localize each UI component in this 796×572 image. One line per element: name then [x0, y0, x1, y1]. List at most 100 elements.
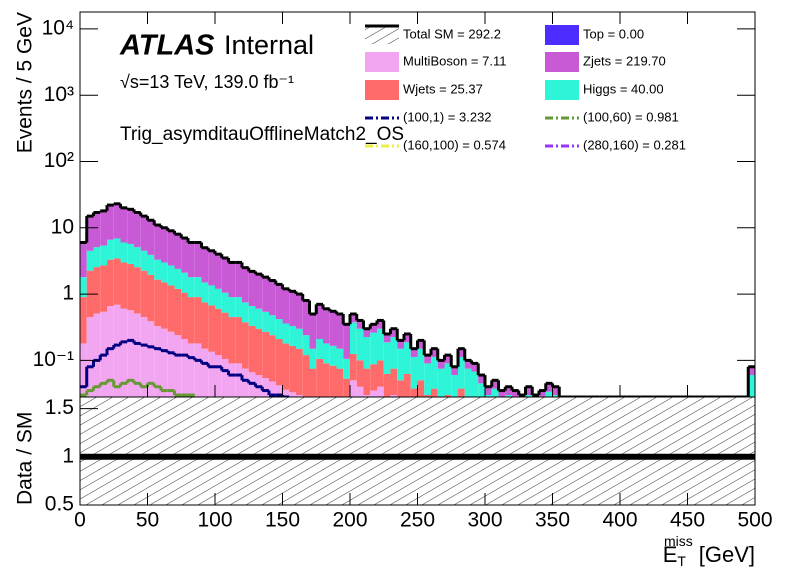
stack-bar	[188, 297, 195, 344]
stack-bar	[437, 360, 445, 369]
stack-bar	[181, 238, 188, 273]
stack-bar	[221, 292, 229, 313]
stack-bar	[154, 279, 161, 326]
stack-bar	[444, 395, 452, 397]
stack-bar	[242, 322, 249, 369]
stack-bar	[350, 380, 357, 397]
stack-bar	[107, 259, 114, 307]
stack-bar	[390, 368, 398, 396]
y-tick-label: 1	[62, 282, 74, 305]
stack-bar	[167, 331, 175, 397]
y-tick-label: 10³	[44, 83, 74, 106]
stack-bar	[302, 355, 310, 397]
stack-bar	[458, 356, 465, 389]
ratio-tick-label: 1	[62, 444, 74, 467]
stack-bar	[356, 328, 364, 361]
status-label: Internal	[224, 30, 314, 60]
stack-bar	[525, 386, 533, 396]
stack-bar	[552, 386, 560, 396]
y-tick-label: 10²	[44, 149, 74, 172]
stack-bar	[215, 288, 222, 309]
x-label-sub: T	[677, 553, 686, 569]
stack-bar	[167, 285, 175, 332]
stack-bar	[410, 388, 418, 397]
legend-label: Higgs = 40.00	[583, 81, 664, 96]
stack-bar	[748, 375, 755, 397]
legend-label: Total SM = 292.2	[403, 26, 501, 41]
stack-bar	[282, 343, 290, 390]
stack-bar	[134, 267, 141, 314]
stack-bar	[93, 313, 101, 397]
stack-bar	[471, 363, 479, 372]
stack-bar	[113, 238, 121, 259]
stack-bar	[208, 285, 215, 306]
x-label-sup: miss	[664, 533, 693, 549]
stack-bar	[424, 395, 431, 397]
stack-bar	[154, 259, 161, 280]
x-label-base: E	[663, 542, 678, 567]
stack-bar	[174, 234, 182, 269]
stack-bar	[167, 230, 175, 266]
stack-bar	[289, 392, 296, 397]
y-axis-label: Events / 5 GeV	[14, 12, 37, 153]
stack-bar	[343, 358, 350, 379]
stack-bar	[505, 386, 512, 396]
stack-bar	[282, 323, 290, 344]
x-tick-label: 0	[74, 509, 86, 532]
stack-bar	[80, 343, 87, 397]
stack-bar	[363, 368, 371, 396]
stack-bar	[390, 328, 398, 338]
stack-bar	[147, 254, 155, 275]
stack-bar	[262, 311, 269, 332]
stack-bar	[107, 306, 114, 397]
stack-bar	[356, 320, 364, 329]
stack-bar	[417, 340, 425, 349]
stack-bar	[269, 315, 276, 336]
stack-bar	[201, 282, 209, 303]
stack-bar	[100, 265, 107, 312]
stack-bar	[140, 317, 148, 397]
stack-bar	[343, 324, 350, 359]
stack-bar	[255, 274, 263, 309]
stack-bar	[350, 353, 357, 381]
stack-bar	[120, 207, 128, 243]
stack-bar	[410, 348, 418, 357]
stack-bar	[235, 363, 242, 397]
stack-bar	[377, 360, 384, 387]
legend-label: (160,100) = 0.574	[403, 137, 506, 152]
stack-bar	[228, 363, 236, 397]
stack-bar	[316, 358, 323, 397]
stack-bar	[316, 338, 323, 359]
stack-bar	[127, 263, 134, 311]
x-axis-label: ETmiss [GeV]	[663, 533, 755, 569]
stack-bar	[269, 381, 276, 397]
stack-bar	[120, 262, 128, 309]
stack-bar	[545, 391, 553, 397]
main-plot	[80, 202, 755, 397]
x-tick-label: 450	[670, 509, 705, 532]
stack-bar	[215, 355, 222, 397]
stack-bar	[215, 308, 222, 356]
energy-label: √s=13 TeV, 139.0 fb⁻¹	[120, 72, 294, 92]
stack-bar	[451, 366, 458, 376]
stack-bar	[93, 247, 101, 268]
stack-bar	[296, 294, 303, 329]
stack-bar	[248, 271, 256, 307]
stack-bar	[390, 395, 398, 397]
atlas-label: ATLAS	[119, 30, 215, 62]
stack-bar	[181, 338, 188, 397]
ratio-plot	[80, 397, 755, 505]
stack-bar	[431, 356, 438, 389]
stack-bar	[215, 254, 222, 289]
stack-bar	[221, 358, 229, 397]
stack-bar	[140, 250, 148, 271]
stack-bar	[377, 386, 384, 397]
stack-bar	[431, 388, 438, 397]
stack-bar	[262, 277, 269, 312]
stack-bar	[147, 321, 155, 397]
stack-bar	[194, 277, 202, 298]
stack-bar	[86, 216, 94, 251]
stack-bar	[512, 390, 519, 397]
stack-bar	[424, 363, 431, 396]
